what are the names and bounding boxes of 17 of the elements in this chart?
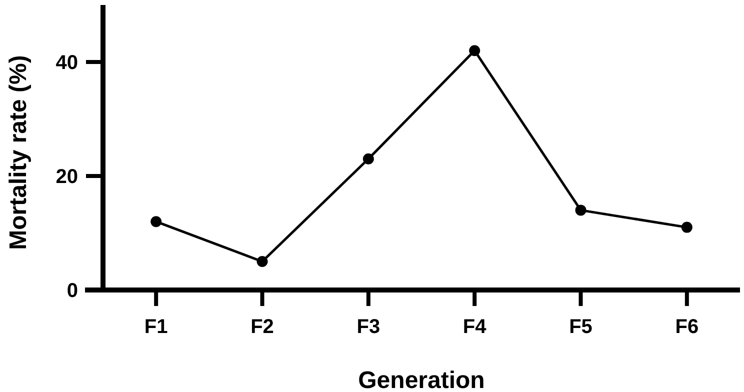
x-tick-label: F5 bbox=[569, 316, 592, 338]
x-tick-label: F1 bbox=[144, 316, 168, 338]
x-tick-label: F6 bbox=[675, 316, 699, 338]
y-tick-label: 20 bbox=[56, 166, 78, 188]
x-tick-label: F3 bbox=[356, 316, 380, 338]
point bbox=[362, 153, 374, 164]
point bbox=[256, 256, 268, 267]
y-axis-title: Mortality rate (%) bbox=[5, 55, 32, 250]
point bbox=[469, 45, 480, 56]
point bbox=[681, 222, 692, 233]
x-tick-label: F2 bbox=[250, 316, 274, 338]
y-tick-label: 0 bbox=[66, 280, 78, 302]
x-tick-label: F4 bbox=[462, 316, 488, 338]
point bbox=[150, 216, 162, 228]
x-axis-title: Generation bbox=[358, 367, 485, 392]
y-tick-label: 40 bbox=[56, 52, 78, 74]
point bbox=[575, 204, 586, 216]
